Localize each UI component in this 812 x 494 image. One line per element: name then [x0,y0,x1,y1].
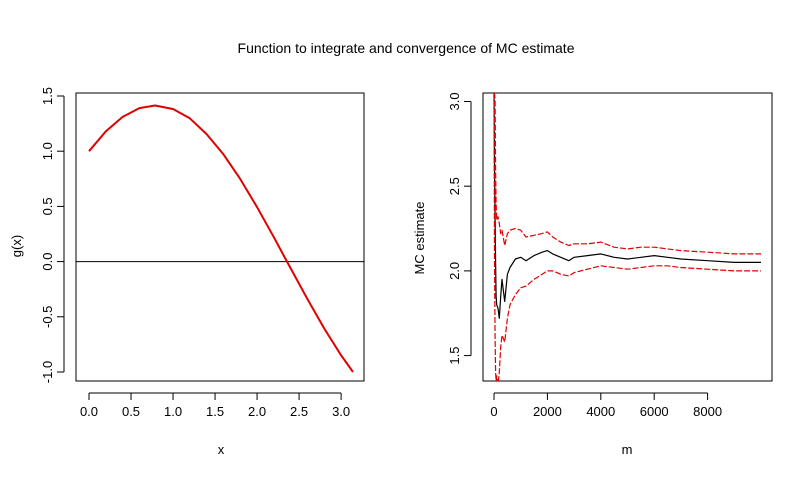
y-tick-label: 0.5 [40,197,55,215]
x-tick-label: 2000 [533,404,562,419]
y-tick-label: 0.0 [40,253,55,271]
upper-band-line [493,93,761,255]
x-tick-label: 3.0 [332,404,350,419]
function-curve [88,104,354,373]
main-title: Function to integrate and convergence of… [238,40,575,56]
x-tick-label: 4000 [586,404,615,419]
plot-frame [482,92,773,382]
mc-estimate-line [493,93,761,319]
right-x-axis-label: m [622,442,633,457]
left-panel-g-of-x: 0.0 0.5 1.0 1.5 2.0 2.5 3.0 -1.0 -0.5 0.0 0.5 1.0 1.… [40,87,365,419]
right-panel-mc-estimate: 0 2000 4000 6000 8000 1.5 2.0 2.5 3.0 [447,92,773,419]
x-tick-label: 0.5 [122,404,140,419]
x-tick-label: 2.0 [248,404,266,419]
x-tick-label: 0 [490,404,497,419]
y-tick-label: 1.5 [447,347,462,365]
y-tick-label: 1.5 [40,87,55,105]
y-tick-label: 2.5 [447,177,462,195]
lower-band-line [493,93,761,381]
x-tick-label: 0.0 [80,404,98,419]
y-tick-label: 1.0 [40,142,55,160]
y-tick-label: -0.5 [40,306,55,328]
x-tick-label: 8000 [693,404,722,419]
plot-frame [75,92,365,382]
y-tick-label: 2.0 [447,262,462,280]
x-tick-label: 1.5 [206,404,224,419]
left-y-axis-label: g(x) [9,235,24,257]
right-y-axis-label: MC estimate [412,202,427,275]
x-tick-label: 6000 [640,404,669,419]
x-tick-label: 1.0 [164,404,182,419]
x-tick-label: 2.5 [290,404,308,419]
y-tick-label: -1.0 [40,361,55,383]
y-tick-label: 3.0 [447,92,462,110]
left-x-axis-label: x [218,442,225,457]
